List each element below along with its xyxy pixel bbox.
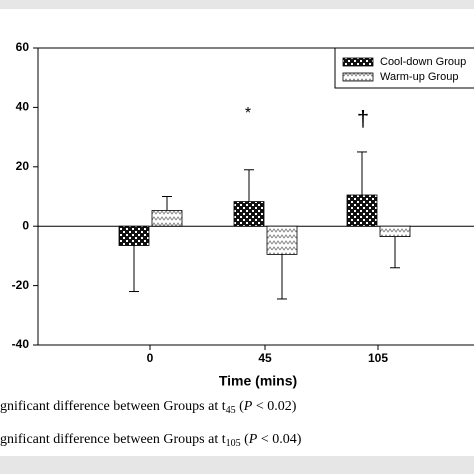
legend-swatch bbox=[342, 72, 374, 82]
top-band bbox=[0, 0, 474, 9]
bar bbox=[151, 210, 183, 227]
y-tick-label: 40 bbox=[16, 100, 30, 114]
bottom-band bbox=[0, 456, 474, 474]
legend-swatch bbox=[342, 57, 374, 67]
x-tick-label: 0 bbox=[147, 351, 154, 365]
plot-frame bbox=[37, 47, 474, 346]
footnote: gnificant difference between Groups at t… bbox=[0, 432, 302, 449]
y-tick-label: -20 bbox=[12, 278, 30, 292]
bar bbox=[379, 225, 411, 237]
bar bbox=[118, 225, 150, 246]
annotation: † bbox=[357, 106, 369, 131]
legend-label: Cool-down Group bbox=[380, 56, 466, 68]
legend-label: Warm-up Group bbox=[380, 71, 458, 83]
bar bbox=[266, 225, 298, 255]
y-tick-label: -40 bbox=[12, 337, 30, 351]
y-tick-label: 60 bbox=[16, 40, 30, 54]
bar bbox=[346, 194, 378, 227]
y-tick-label: 0 bbox=[22, 218, 29, 232]
y-tick-label: 20 bbox=[16, 159, 30, 173]
annotation: * bbox=[245, 105, 251, 122]
x-tick-label: 45 bbox=[258, 351, 272, 365]
x-tick-label: 105 bbox=[368, 351, 388, 365]
x-axis-label: Time (mins) bbox=[219, 373, 297, 389]
footnote: gnificant difference between Groups at t… bbox=[0, 399, 297, 416]
bar bbox=[233, 201, 265, 227]
